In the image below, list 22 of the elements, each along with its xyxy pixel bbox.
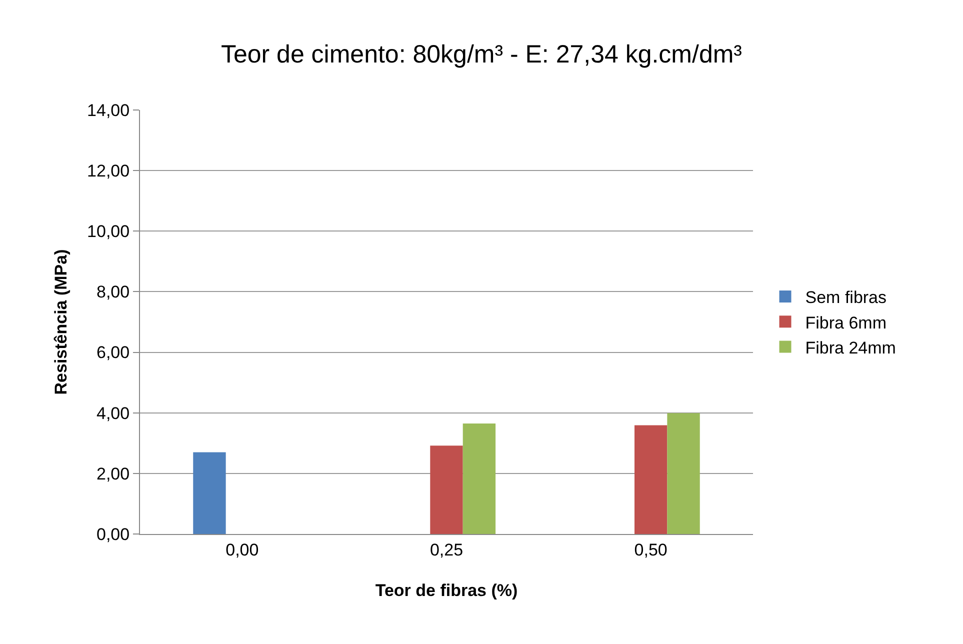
legend-label: Fibra 6mm: [805, 313, 886, 332]
y-tick-label: 14,00: [87, 100, 130, 120]
chart-title: Teor de cimento: 80kg/m³ - E: 27,34 kg.cm/dm³: [220, 40, 742, 69]
legend-label: Sem fibras: [805, 288, 887, 308]
y-tick-label: 10,00: [87, 222, 130, 242]
y-tick-label: 2,00: [96, 464, 130, 484]
y-tick-label: 8,00: [96, 282, 130, 302]
x-tick-label: 0,00: [226, 540, 259, 560]
y-tick-label: 12,00: [87, 162, 130, 181]
x-tick-label: 0,50: [634, 540, 668, 560]
y-axis-title: Resistência (MPa): [52, 249, 71, 395]
x-axis-title: Teor de fibras (%): [375, 580, 518, 600]
bar: [462, 423, 496, 534]
y-tick-label: 6,00: [96, 343, 130, 362]
y-tick-label: 4,00: [96, 404, 130, 423]
legend-label: Fibra 24mm: [805, 338, 896, 358]
y-tick-label: 0,00: [96, 524, 130, 544]
bar: [193, 452, 226, 534]
bar: [667, 413, 700, 534]
x-tick-label: 0,25: [430, 540, 464, 560]
bar: [430, 446, 463, 534]
bar: [634, 425, 668, 534]
